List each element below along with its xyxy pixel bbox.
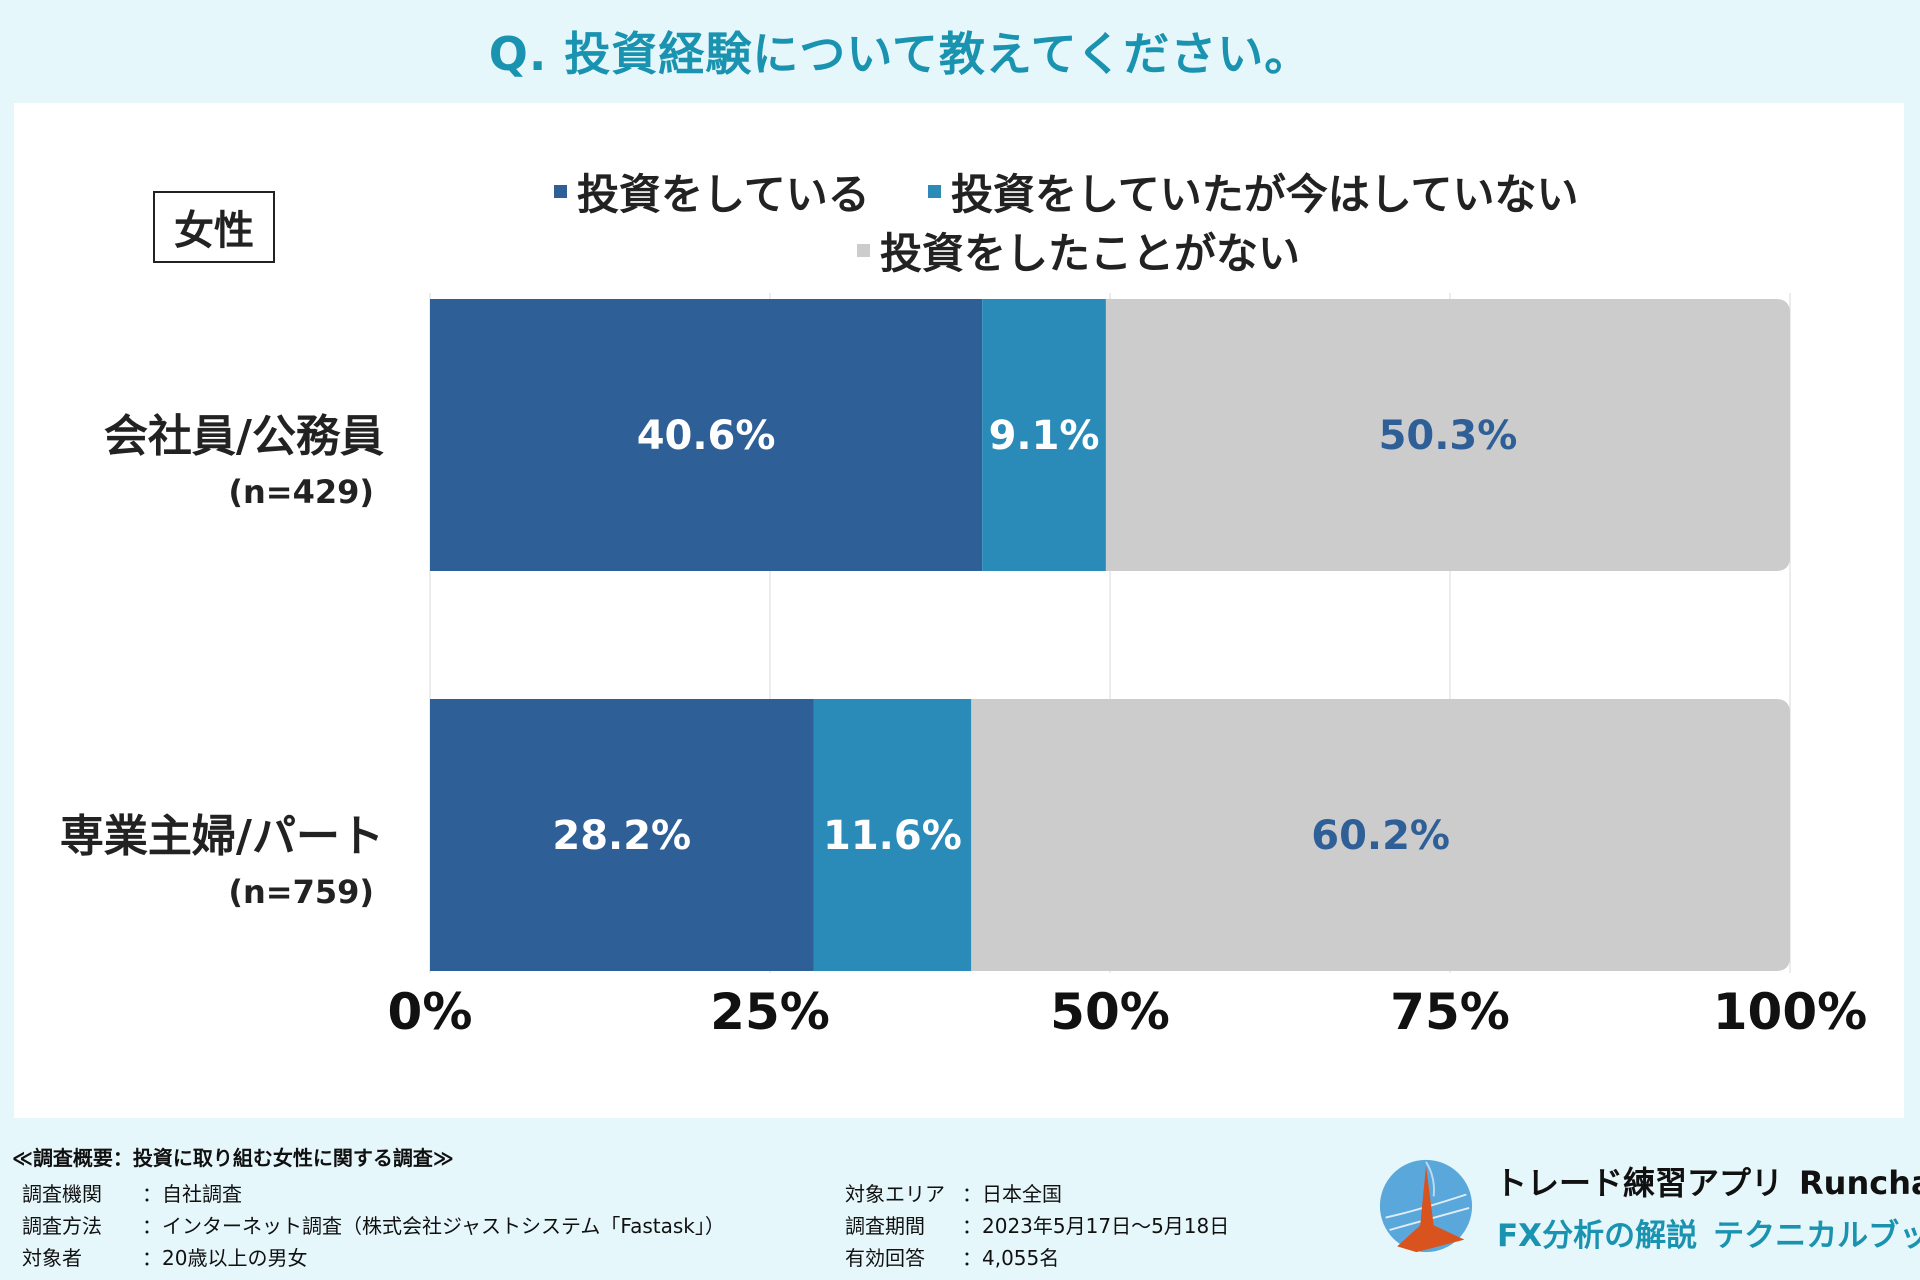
brand-logo-icon [1379,1159,1473,1253]
bar-segment [430,299,983,571]
survey-label: 有効回答 [845,1246,925,1270]
survey-value: ：20歳以上の男女 [142,1246,308,1270]
x-tick-label: 0% [388,983,473,1041]
survey-label: 調査方法 [22,1214,102,1238]
bar-segment [971,699,1790,971]
survey-label: 対象エリア [845,1182,945,1206]
legend-label-invested: 投資をしている [577,170,870,219]
survey-value: ：4,055名 [962,1246,1060,1270]
bar-segment [982,299,1106,571]
brand-line1: トレード練習アプリ Runcha [1495,1164,1920,1202]
legend-item-previously: 投資をしていたが今はしていない [928,161,1578,222]
survey-footer: ≪調査概要：投資に取り組む女性に関する調査≫ 調査機関 ：自社調査 調査方法 ：… [0,1118,1920,1280]
data-label: 9.1% [989,413,1100,459]
legend-swatch-previously [928,185,941,198]
x-tick-label: 25% [710,983,830,1041]
survey-label: 調査期間 [845,1214,925,1238]
survey-value: ：日本全国 [962,1182,1062,1206]
bar-segment [430,699,814,971]
data-label: 60.2% [1311,813,1450,859]
gender-label: 女性 [153,191,275,263]
bar-segment [813,699,972,971]
stacked-bar-chart: 40.6% 9.1% 50.3% 会社員/公務員 (n=429) 28.2% 11.6% 60… [60,293,1867,1041]
data-label: 50.3% [1379,413,1518,459]
x-tick-label: 75% [1390,983,1510,1041]
survey-label: 調査機関 [22,1182,102,1206]
sample-size-label: (n=429) [228,473,374,511]
bar-segment [1105,299,1790,571]
data-label: 28.2% [552,813,691,859]
page-title: Q. 投資経験について教えてください。 [488,27,1312,81]
category-label: 会社員/公務員 [104,411,384,462]
sample-size-label: (n=759) [228,873,374,911]
survey-heading: ≪調査概要：投資に取り組む女性に関する調査≫ [12,1146,454,1170]
survey-label: 対象者 [22,1246,82,1270]
category-label: 専業主婦/パート [60,811,384,862]
chart-panel: 女性 投資をしている 投資をしていたが今はしていない 投資をしたことがない 40… [14,103,1904,1118]
legend-swatch-invested [554,185,567,198]
survey-value: ：インターネット調査（株式会社ジャストシステム「Fastask」） [142,1214,725,1238]
survey-value: ：2023年5月17日～5月18日 [962,1214,1230,1238]
x-tick-label: 50% [1050,983,1170,1041]
data-label: 11.6% [823,813,962,859]
legend-label-never: 投資をしたことがない [880,229,1301,278]
legend-item-invested: 投資をしている [554,161,870,222]
brand-line2: FX分析の解説テクニカルブック [1497,1218,1920,1254]
legend-label-previously: 投資をしていたが今はしていない [951,170,1579,219]
legend-swatch-never [857,244,870,257]
x-tick-label: 100% [1713,983,1867,1041]
survey-value: ：自社調査 [142,1182,242,1206]
legend-item-never: 投資をしたことがない [857,220,1300,281]
data-label: 40.6% [637,413,776,459]
